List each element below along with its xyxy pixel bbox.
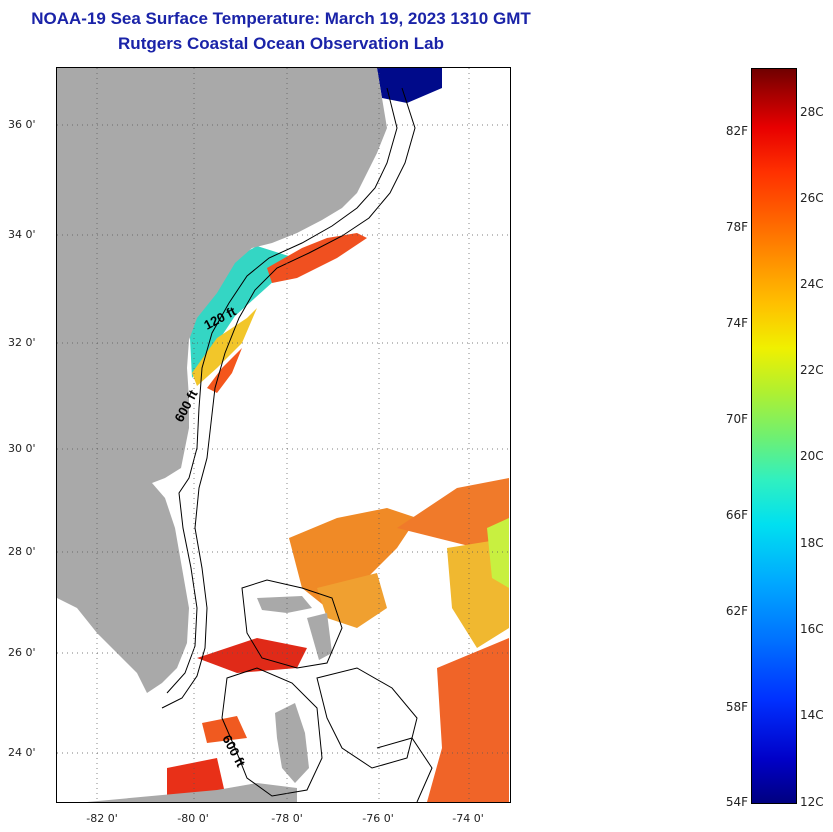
land-layer <box>57 68 387 802</box>
sst-patch-east-green <box>487 518 509 588</box>
lat-label-34: 34 0' <box>8 228 36 241</box>
colorbar-c-28: 28C <box>800 105 824 119</box>
colorbar-c-16: 16C <box>800 622 824 636</box>
colorbar-c-12: 12C <box>800 795 824 809</box>
lon-label-76: -76 0' <box>362 812 394 825</box>
lat-label-28: 28 0' <box>8 545 36 558</box>
sst-patch-straits <box>197 638 307 673</box>
sst-patch-gulfstream-a <box>289 508 417 608</box>
land-abaco <box>307 613 332 660</box>
lon-label-78: -78 0' <box>271 812 303 825</box>
sst-map: 120 ft 600 ft 600 ft <box>56 67 511 803</box>
contour-bahamas-4 <box>376 737 433 802</box>
colorbar-c-14: 14C <box>800 708 824 722</box>
sst-patch-south-mid <box>202 716 247 743</box>
contour-600ft <box>161 87 416 709</box>
colorbar-c-18: 18C <box>800 536 824 550</box>
land-andros <box>275 703 309 783</box>
lat-label-26: 26 0' <box>8 646 36 659</box>
contour-bahamas-2 <box>221 667 323 797</box>
sst-patch-carolinas-warm <box>192 308 257 386</box>
colorbar-f-74: 74F <box>725 316 748 330</box>
temperature-colorbar <box>751 68 797 804</box>
colorbar-c-22: 22C <box>800 363 824 377</box>
map-title: NOAA-19 Sea Surface Temperature: March 1… <box>31 9 531 28</box>
contour-bahamas-3 <box>316 667 418 769</box>
sst-patch-gulfstream-b <box>397 478 509 548</box>
lon-label-82: -82 0' <box>86 812 118 825</box>
land-grand-bahama <box>257 596 312 613</box>
lat-label-30: 30 0' <box>8 442 36 455</box>
colorbar-c-24: 24C <box>800 277 824 291</box>
lon-label-80: -80 0' <box>177 812 209 825</box>
sst-patch-south-shelf <box>207 348 242 393</box>
sst-patch-shelf-edge <box>267 233 367 283</box>
colorbar-f-66: 66F <box>725 508 748 522</box>
lat-label-36: 36 0' <box>8 118 36 131</box>
sst-patch-southeast <box>427 638 509 802</box>
colorbar-f-62: 62F <box>725 604 748 618</box>
contour-bahamas-1 <box>241 579 343 669</box>
colorbar-f-54: 54F <box>725 795 748 809</box>
graticule <box>57 68 510 802</box>
lat-label-32: 32 0' <box>8 336 36 349</box>
colorbar-c-26: 26C <box>800 191 824 205</box>
lat-label-24: 24 0' <box>8 746 36 759</box>
land-east-coast <box>57 68 387 483</box>
colorbar-c-20: 20C <box>800 449 824 463</box>
map-subtitle: Rutgers Coastal Ocean Observation Lab <box>118 34 444 53</box>
lon-label-74: -74 0' <box>452 812 484 825</box>
sst-map-canvas: 120 ft 600 ft 600 ft <box>57 68 510 802</box>
colorbar-f-70: 70F <box>725 412 748 426</box>
sst-patch-northeast <box>377 68 442 103</box>
sst-patch-bahamas <box>317 573 387 628</box>
colorbar-f-58: 58F <box>725 700 748 714</box>
colorbar-f-82: 82F <box>725 124 748 138</box>
land-florida <box>57 483 189 693</box>
colorbar-f-78: 78F <box>725 220 748 234</box>
land-cuba <box>87 783 297 802</box>
